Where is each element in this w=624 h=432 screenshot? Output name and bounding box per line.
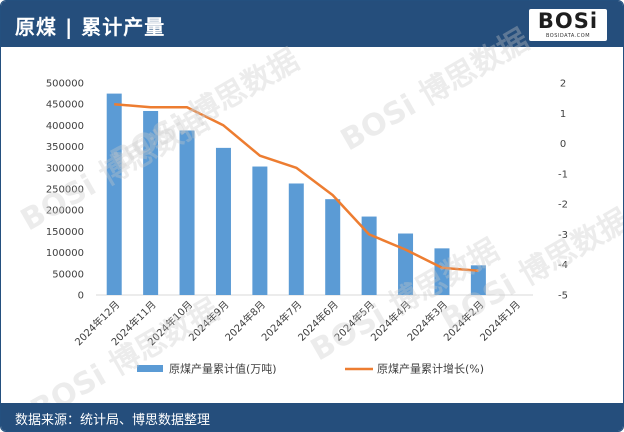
y-left-tick-label: 0 xyxy=(78,291,84,302)
header-bar: 原煤 | 累计产量 BOSi BOSIDATA.COM xyxy=(1,1,623,47)
legend-line-label: 原煤产量累计增长(%) xyxy=(377,362,484,376)
bar xyxy=(143,110,159,295)
bar xyxy=(252,166,268,295)
y-left-tick-label: 400000 xyxy=(46,121,84,132)
bar xyxy=(434,248,450,295)
y-left-tick-label: 150000 xyxy=(46,227,84,238)
logo-subtext: BOSIDATA.COM xyxy=(545,33,591,39)
logo-text: BOSi xyxy=(537,9,599,33)
y-right-tick-label: 1 xyxy=(560,109,566,120)
data-source: 数据来源：统计局、博思数据整理 xyxy=(15,413,211,428)
y-right-tick-label: -4 xyxy=(558,260,568,271)
y-left-tick-label: 300000 xyxy=(46,163,84,174)
y-right-tick-label: 0 xyxy=(560,139,566,150)
y-left-tick-label: 100000 xyxy=(46,248,84,259)
y-left-tick-label: 250000 xyxy=(46,185,84,196)
y-right-tick-label: -5 xyxy=(558,291,568,302)
y-right-tick-label: -1 xyxy=(558,169,568,180)
legend-bar-swatch xyxy=(137,365,163,372)
bar xyxy=(470,265,486,295)
y-left-tick-label: 500000 xyxy=(46,79,84,90)
y-left-tick-label: 200000 xyxy=(46,206,84,217)
y-left-tick-label: 450000 xyxy=(46,100,84,111)
bosi-logo: BOSi BOSIDATA.COM xyxy=(529,9,607,41)
legend-bar-label: 原煤产量累计值(万吨) xyxy=(169,362,277,376)
bar xyxy=(398,233,414,295)
y-right-tick-label: -3 xyxy=(558,230,568,241)
y-left-tick-label: 350000 xyxy=(46,142,84,153)
page-title: 原煤 | 累计产量 xyxy=(15,15,166,39)
growth-line xyxy=(114,102,479,273)
y-right-tick-label: 2 xyxy=(560,79,566,90)
bar xyxy=(179,130,195,295)
y-left-tick-label: 50000 xyxy=(52,269,84,280)
y-right-tick-label: -2 xyxy=(558,200,568,211)
footer-bar: 数据来源：统计局、博思数据整理 xyxy=(1,403,623,431)
bar xyxy=(215,147,231,295)
combo-chart: 5000004500004000003500003000002500002000… xyxy=(46,79,568,376)
bar xyxy=(106,93,122,295)
bar xyxy=(288,183,304,295)
bar xyxy=(325,199,341,295)
